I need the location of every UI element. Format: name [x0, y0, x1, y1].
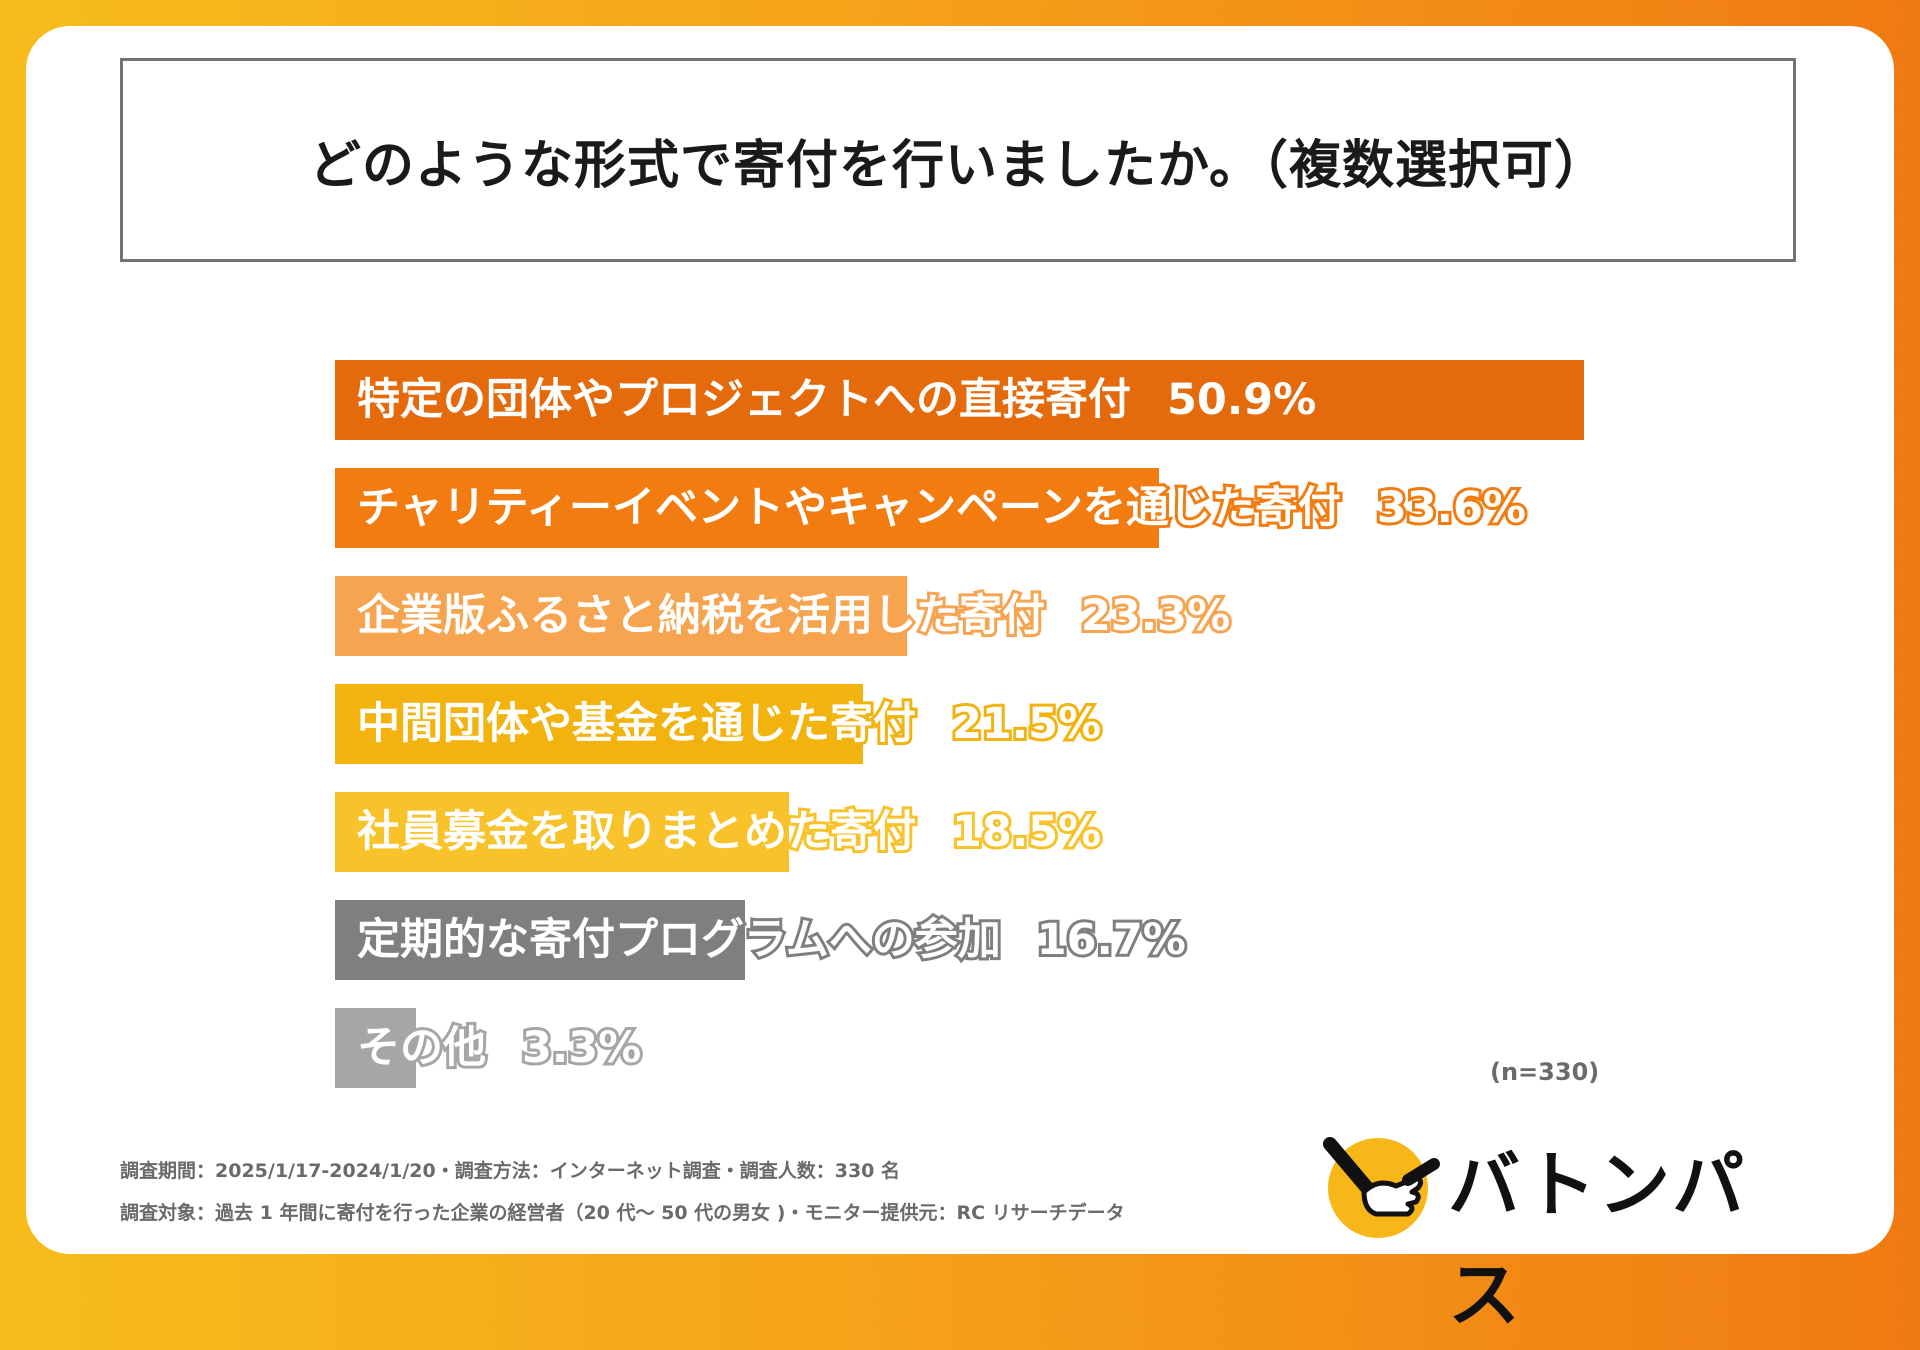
- category-label: 定期的な寄付プログラムへの参加: [354, 912, 1004, 968]
- bar: [335, 792, 789, 872]
- category-label: 企業版ふるさと納税を活用した寄付: [354, 588, 1048, 644]
- bar: [335, 684, 863, 764]
- bar-label: 定期的な寄付プログラムへの参加 16.7%: [354, 900, 1189, 980]
- footnote-survey-target: 調査対象：過去 1 年間に寄付を行った企業の経営者（20 代〜 50 代の男女 …: [120, 1202, 1125, 1224]
- value-label: 50.9%: [1164, 372, 1319, 428]
- sample-size-note: (n=330): [1490, 1058, 1600, 1086]
- bar-label: 企業版ふるさと納税を活用した寄付 23.3%: [354, 576, 1233, 656]
- value-label: 23.3%: [1078, 588, 1233, 644]
- bar-label: 特定の団体やプロジェクトへの直接寄付 50.9%: [354, 360, 1319, 440]
- category-label: 特定の団体やプロジェクトへの直接寄付: [354, 372, 1134, 428]
- card: どのような形式で寄付を行いましたか。（複数選択可） 特定の団体やプロジェクトへの…: [26, 26, 1894, 1337]
- page-title: どのような形式で寄付を行いましたか。（複数選択可）: [309, 135, 1607, 196]
- category-label: チャリティーイベントやキャンペーンを通じた寄付: [354, 480, 1344, 536]
- bar-row: 定期的な寄付プログラムへの参加 16.7%: [335, 900, 1635, 980]
- category-label: 社員募金を取りまとめた寄付: [354, 804, 919, 860]
- logo: バトンパス: [1316, 1130, 1796, 1337]
- value-label: 3.3%: [519, 1020, 644, 1076]
- bar-label: 社員募金を取りまとめた寄付 18.5%: [354, 792, 1104, 872]
- bar-row: その他 3.3%: [335, 1008, 1635, 1088]
- footnote-survey-period: 調査期間：2025/1/17-2024/1/20・調査方法：インターネット調査・…: [120, 1160, 901, 1182]
- title-box: どのような形式で寄付を行いましたか。（複数選択可）: [120, 58, 1796, 262]
- value-label: 21.5%: [949, 696, 1104, 752]
- baton-hand-icon: [1323, 1137, 1440, 1217]
- bar-row: 中間団体や基金を通じた寄付 21.5%: [335, 684, 1635, 764]
- bar: [335, 360, 1584, 440]
- logo-text: バトンパス: [1448, 1143, 1747, 1337]
- bar-row: 社員募金を取りまとめた寄付 18.5%: [335, 792, 1635, 872]
- bar-row: 特定の団体やプロジェクトへの直接寄付 50.9%: [335, 360, 1635, 440]
- bar: [335, 900, 745, 980]
- bar: [335, 576, 907, 656]
- bar-chart: 特定の団体やプロジェクトへの直接寄付 50.9% チャリティーイベントやキャンペーン…: [26, 26, 1894, 1254]
- category-label: その他: [354, 1020, 489, 1076]
- value-label: 16.7%: [1034, 912, 1189, 968]
- bar-label: 中間団体や基金を通じた寄付 21.5%: [354, 684, 1104, 764]
- bar-row: チャリティーイベントやキャンペーンを通じた寄付 33.6%: [335, 468, 1635, 548]
- category-label: 中間団体や基金を通じた寄付: [354, 696, 919, 752]
- bar-row: 企業版ふるさと納税を活用した寄付 23.3%: [335, 576, 1635, 656]
- value-label: 18.5%: [949, 804, 1104, 860]
- bar: [335, 1008, 416, 1088]
- bar-label: チャリティーイベントやキャンペーンを通じた寄付 33.6%: [354, 468, 1529, 548]
- value-label: 33.6%: [1374, 480, 1529, 536]
- bar: [335, 468, 1159, 548]
- bar-label: その他 3.3%: [354, 1008, 644, 1088]
